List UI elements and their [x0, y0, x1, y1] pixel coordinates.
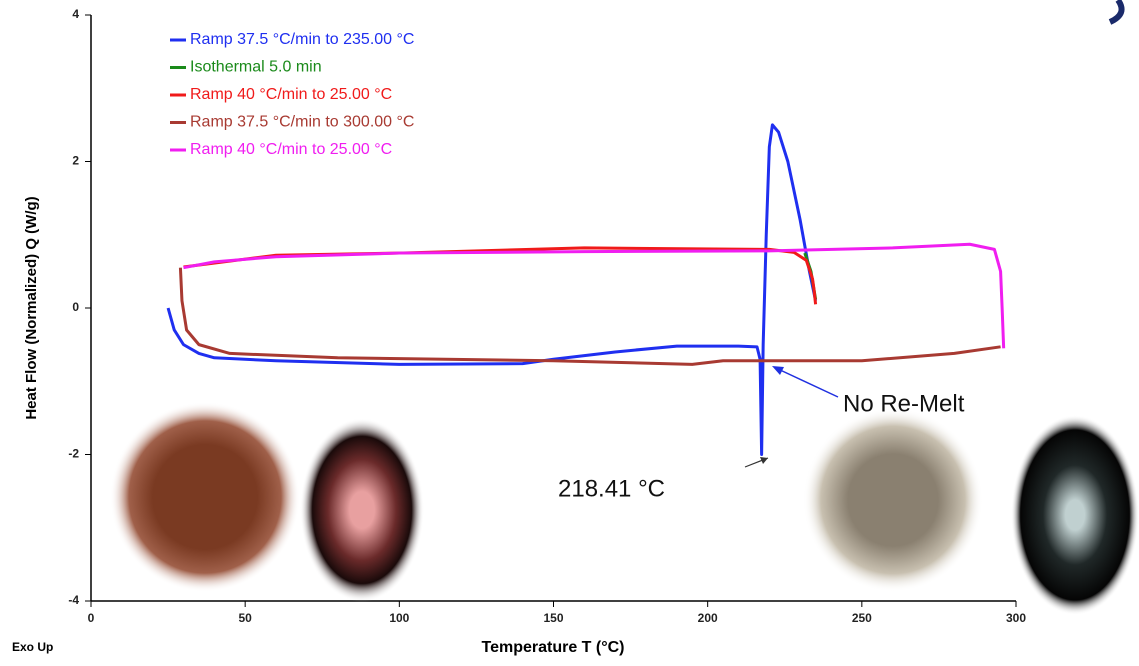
y-tick-label: -2 [68, 447, 79, 461]
legend-label: Ramp 40 °C/min to 25.00 °C [190, 141, 392, 158]
sample-photo [300, 418, 424, 602]
arrow-head [772, 366, 784, 375]
series-line [184, 244, 1004, 348]
series-line [168, 125, 816, 455]
y-tick-label: 0 [72, 300, 79, 314]
y-tick-label: -4 [68, 593, 79, 607]
sample-photo [110, 402, 300, 592]
legend-label: Ramp 40 °C/min to 25.00 °C [190, 86, 392, 103]
exo-note: Exo Up [12, 640, 53, 654]
annotation-arrow [778, 369, 838, 397]
sample-photo [1011, 415, 1139, 615]
series-line [180, 268, 1000, 365]
x-tick-label: 50 [238, 611, 252, 625]
x-tick-label: 250 [852, 611, 872, 625]
decoration [1110, 0, 1122, 22]
x-tick-label: 100 [389, 611, 409, 625]
annotation: No Re-Melt [843, 390, 965, 417]
legend-label: Ramp 37.5 °C/min to 235.00 °C [190, 31, 414, 48]
y-tick-label: 4 [72, 7, 79, 21]
chart: Exo Up Temperature T (°C) Heat Flow (Nor… [0, 0, 1139, 666]
legend-label: Ramp 37.5 °C/min to 300.00 °C [190, 114, 414, 131]
legend-label: Isothermal 5.0 min [190, 59, 322, 76]
sample-photo [803, 408, 983, 592]
annotation: 218.41 °C [558, 475, 665, 502]
x-tick-label: 300 [1006, 611, 1026, 625]
y-tick-label: 2 [72, 154, 79, 168]
x-tick-label: 150 [543, 611, 563, 625]
y-axis-label: Heat Flow (Normalized) Q (W/g) [23, 196, 40, 419]
x-axis-label: Temperature T (°C) [481, 639, 624, 656]
x-tick-label: 200 [698, 611, 718, 625]
x-tick-label: 0 [88, 611, 95, 625]
